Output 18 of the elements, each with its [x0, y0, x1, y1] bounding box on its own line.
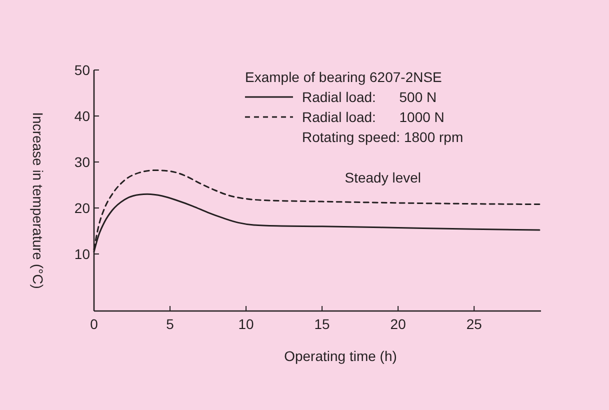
- annotation: Rotating speed: 1800 rpm: [302, 129, 464, 145]
- legend-label: Radial load: 500 N: [302, 89, 437, 105]
- y-tick-label: 20: [74, 200, 90, 216]
- x-tick-label: 10: [238, 316, 254, 332]
- x-tick-label: 20: [390, 316, 406, 332]
- y-tick-label: 10: [74, 246, 90, 262]
- annotation: Steady level: [344, 170, 422, 186]
- y-tick-label: 40: [74, 108, 90, 124]
- x-tick-label: 0: [90, 316, 98, 332]
- y-tick-label: 50: [74, 62, 90, 78]
- legend-label: Radial load: 1000 N: [302, 109, 444, 125]
- x-axis-title: Operating time (h): [284, 348, 397, 364]
- x-tick-label: 25: [466, 316, 482, 332]
- x-tick-label: 5: [166, 316, 174, 332]
- y-axis-title: Increase in temperature (°C): [30, 112, 46, 289]
- legend-title: Example of bearing 6207-2NSE: [245, 69, 442, 85]
- x-tick-label: 15: [314, 316, 330, 332]
- y-tick-label: 30: [74, 154, 90, 170]
